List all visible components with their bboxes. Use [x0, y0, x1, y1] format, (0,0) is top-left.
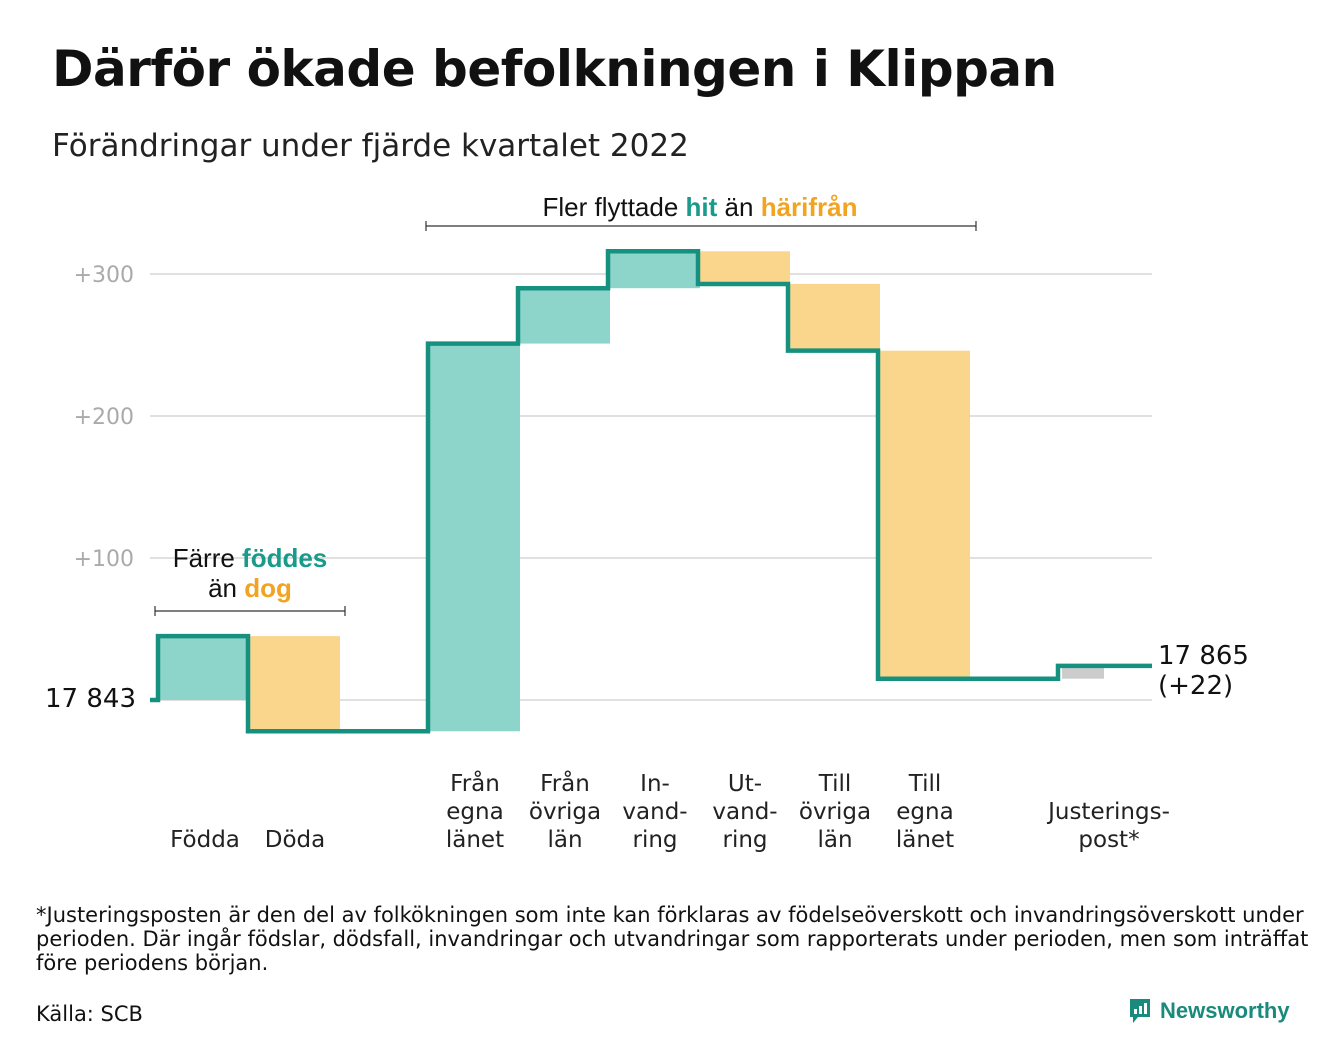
- category-label: post*: [1078, 827, 1139, 853]
- step-line: [150, 249, 1152, 734]
- waterfall-bar: [250, 636, 340, 732]
- category-label: län: [547, 827, 582, 853]
- category-labels: Födda DödaFrånegnalänetFrånövrigalänIn-va…: [170, 769, 1170, 853]
- cumulative-step-line: [150, 249, 1152, 734]
- y-tick-label: +300: [74, 263, 134, 288]
- category-label: Döda: [265, 827, 325, 853]
- births-highlight: föddes: [242, 543, 327, 573]
- footnote: *Justeringsposten är den del av folkökni…: [36, 903, 1309, 975]
- moves-annotation-text: Fler flyttade hit än härifrån: [542, 192, 857, 222]
- category-label: vand-: [622, 799, 687, 825]
- waterfall-bar: [790, 283, 880, 351]
- waterfall-bar: [520, 288, 610, 344]
- births-annotation-line2: än dog: [208, 573, 292, 603]
- category-label: Från: [540, 769, 590, 797]
- category-label: länet: [896, 827, 954, 853]
- waterfall-bar: [1062, 665, 1104, 679]
- waterfall-bar: [430, 343, 520, 732]
- category-label: ring: [632, 827, 677, 853]
- category-label: egna: [446, 799, 503, 825]
- category-label: Till: [908, 771, 942, 797]
- moves-highlight-out: härifrån: [761, 192, 858, 222]
- category-label: övriga: [799, 799, 871, 825]
- end-value-label: 17 865: [1158, 641, 1249, 671]
- brand-name: Newsworthy: [1160, 998, 1290, 1023]
- category-label: Ut-: [728, 771, 762, 797]
- newsworthy-logo-icon: [1130, 999, 1150, 1023]
- y-tick-label: +100: [74, 547, 134, 572]
- category-label: ring: [722, 827, 767, 853]
- births-annotation-line1: Färre föddes: [173, 543, 328, 573]
- chart-title: Därför ökade befolkningen i Klippan: [52, 40, 1057, 98]
- waterfall-bar: [610, 251, 700, 289]
- bars: [160, 251, 1104, 732]
- waterfall-bar: [880, 350, 970, 679]
- category-label: egna: [896, 799, 953, 825]
- waterfall-bar: [700, 251, 790, 284]
- category-label: vand-: [712, 799, 777, 825]
- category-label: Från: [450, 769, 500, 797]
- moves-annotation: Fler flyttade hit än härifrån: [425, 192, 977, 231]
- category-label: Justerings-: [1046, 799, 1170, 825]
- category-label: län: [817, 827, 852, 853]
- start-value-label: 17 843: [45, 684, 136, 714]
- moves-highlight-in: hit: [686, 192, 718, 222]
- end-change-label: (+22): [1158, 671, 1233, 701]
- category-label: övriga: [529, 799, 601, 825]
- chart-subtitle: Förändringar under fjärde kvartalet 2022: [52, 128, 689, 164]
- category-label: länet: [446, 827, 504, 853]
- category-label: Till: [818, 771, 852, 797]
- y-tick-label: +200: [74, 405, 134, 430]
- waterfall-chart: +100+200+300 Födda DödaFrånegnalänetFrånö…: [45, 192, 1249, 853]
- category-label: In-: [640, 771, 670, 797]
- category-label: Födda: [170, 827, 240, 853]
- brand-logo: Newsworthy: [1128, 997, 1290, 1025]
- source-credit: Källa: SCB: [36, 1002, 143, 1026]
- waterfall-bar: [160, 636, 250, 700]
- deaths-highlight: dog: [244, 573, 292, 603]
- births-annotation: Färre föddes än dog: [154, 543, 346, 616]
